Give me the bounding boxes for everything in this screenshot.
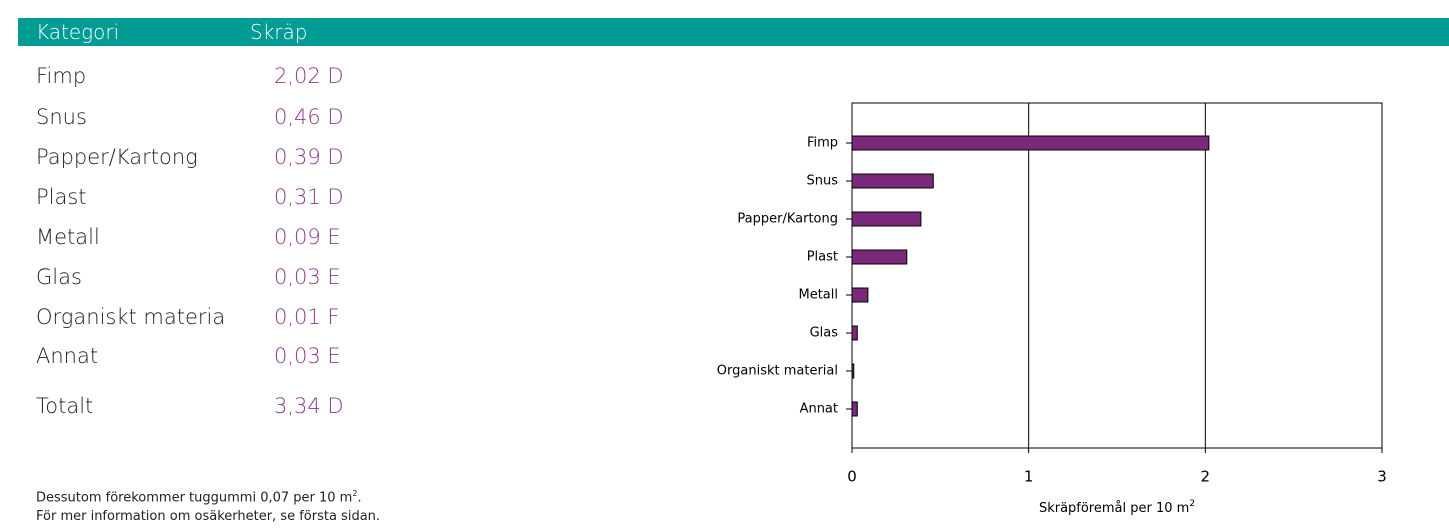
- footnote-sup: 2: [352, 489, 358, 498]
- table-row: Glas 0,03 E: [36, 265, 341, 289]
- category-cell: Metall: [36, 225, 100, 249]
- category-cell: Plast: [36, 185, 87, 209]
- y-tick-label: Organiskt material: [717, 364, 838, 379]
- footnote-end: .: [357, 490, 362, 506]
- x-axis-label-sup: 2: [1189, 499, 1195, 509]
- value-cell: 0,09 E: [274, 225, 341, 249]
- table-row: Plast 0,31 D: [36, 185, 344, 209]
- value-cell: 0,03 E: [274, 265, 341, 289]
- table-header: Kategori Skräp: [18, 18, 1449, 46]
- value-cell: 2,02 D: [274, 64, 344, 88]
- footnote-text: För mer information om osäkerheter, se f…: [36, 509, 381, 524]
- total-label: Totalt: [36, 394, 94, 418]
- total-value: 3,34 D: [274, 394, 344, 418]
- x-axis-label-text: Skräpföremål per 10 m: [1039, 501, 1189, 516]
- header-cell: Kategori: [36, 20, 120, 44]
- y-tick-label: Annat: [800, 402, 838, 417]
- header-cell: Skräp: [250, 20, 308, 44]
- bar: [851, 173, 934, 189]
- category-cell: Snus: [36, 105, 87, 129]
- x-axis-label: Skräpföremål per 10 m2: [1039, 499, 1195, 516]
- category-cell: Papper/Kartong: [36, 145, 198, 169]
- x-tick-label: 1: [1024, 468, 1034, 486]
- total-row: Totalt 3,34 D: [36, 394, 344, 418]
- category-cell: Fimp: [36, 64, 87, 88]
- x-tick-label: 3: [1377, 468, 1387, 486]
- y-tick-label: Metall: [798, 288, 838, 303]
- footnote: Dessutom förekommer tuggummi 0,07 per 10…: [36, 489, 362, 505]
- y-tick-label: Papper/Kartong: [737, 212, 838, 227]
- table-row: Organiskt materia 0,01 F: [36, 305, 340, 329]
- category-cell: Glas: [36, 265, 82, 289]
- footnote-text: Dessutom förekommer tuggummi 0,07 per 10…: [36, 490, 353, 506]
- x-tick-label: 0: [847, 468, 857, 486]
- bar: [851, 135, 1210, 151]
- bar: [851, 287, 869, 303]
- plot-area: [851, 102, 1383, 449]
- value-cell: 0,39 D: [274, 145, 344, 169]
- value-cell: 0,03 E: [274, 344, 341, 368]
- y-tick-label: Plast: [807, 250, 838, 265]
- value-cell: 0,46 D: [274, 105, 344, 129]
- y-tick-label: Snus: [806, 174, 838, 189]
- bar: [851, 363, 855, 379]
- y-tick-label: Fimp: [807, 136, 838, 151]
- bar: [851, 401, 858, 417]
- table-row: Papper/Kartong 0,39 D: [36, 145, 344, 169]
- bar: [851, 211, 922, 227]
- table-row: Fimp 2,02 D: [36, 64, 344, 88]
- table-row: Annat 0,03 E: [36, 344, 341, 368]
- category-cell: Organiskt materia: [36, 305, 226, 329]
- value-cell: 0,31 D: [274, 185, 344, 209]
- footnote: För mer information om osäkerheter, se f…: [36, 509, 380, 524]
- x-tick-label: 2: [1201, 468, 1211, 486]
- table-row: Snus 0,46 D: [36, 105, 344, 129]
- category-cell: Annat: [36, 344, 99, 368]
- table-row: Metall 0,09 E: [36, 225, 341, 249]
- value-cell: 0,01 F: [274, 305, 340, 329]
- bar: [851, 325, 858, 341]
- y-tick-label: Glas: [810, 326, 839, 341]
- bar: [851, 249, 908, 265]
